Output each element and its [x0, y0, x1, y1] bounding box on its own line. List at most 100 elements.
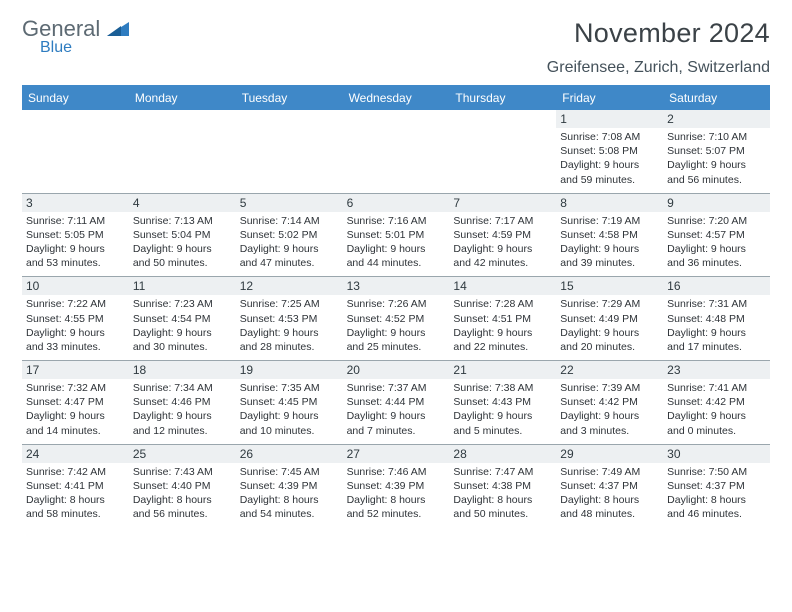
daylight-line: Daylight: 9 hours and 50 minutes.	[133, 242, 232, 270]
day-number: 13	[347, 279, 446, 293]
weekday-header: Saturday	[663, 87, 770, 110]
day-cell: 3Sunrise: 7:11 AMSunset: 5:05 PMDaylight…	[22, 193, 129, 277]
day-number-band: 28	[449, 444, 556, 463]
day-number: 12	[240, 279, 339, 293]
day-number: 7	[453, 196, 552, 210]
day-info: Sunrise: 7:32 AMSunset: 4:47 PMDaylight:…	[26, 381, 125, 438]
daylight-line: Daylight: 9 hours and 30 minutes.	[133, 326, 232, 354]
day-info: Sunrise: 7:13 AMSunset: 5:04 PMDaylight:…	[133, 214, 232, 271]
sunset-line: Sunset: 4:44 PM	[347, 395, 446, 409]
sunset-line: Sunset: 4:52 PM	[347, 312, 446, 326]
day-number: 20	[347, 363, 446, 377]
daylight-line: Daylight: 8 hours and 50 minutes.	[453, 493, 552, 521]
day-number-band: 1	[556, 110, 663, 128]
day-cell: 27 Sunrise: 7:46 AMSunset: 4:39 PMDayligh…	[343, 444, 450, 528]
logo-text-general: General	[22, 16, 100, 41]
day-cell: 20Sunrise: 7:37 AMSunset: 4:44 PMDayligh…	[343, 360, 450, 444]
day-number: 23	[667, 363, 766, 377]
calendar: Sunday Monday Tuesday Wednesday Thursday…	[22, 85, 770, 527]
day-number-band: 26	[236, 444, 343, 463]
sunset-line: Sunset: 5:02 PM	[240, 228, 339, 242]
logo-triangle-icon	[107, 20, 129, 41]
day-number-band: 11	[129, 276, 236, 295]
day-number-band: 24	[22, 444, 129, 463]
day-info: Sunrise: 7:47 AMSunset: 4:38 PMDaylight:…	[453, 465, 552, 522]
day-number: 5	[240, 196, 339, 210]
sunset-line: Sunset: 4:37 PM	[667, 479, 766, 493]
logo-text-blue: Blue	[40, 39, 129, 57]
day-number-band: 20	[343, 360, 450, 379]
day-number-band	[129, 110, 236, 114]
day-number-band: 17	[22, 360, 129, 379]
sunset-line: Sunset: 4:37 PM	[560, 479, 659, 493]
day-info: Sunrise: 7:14 AMSunset: 5:02 PMDaylight:…	[240, 214, 339, 271]
sunrise-line: Sunrise: 7:10 AM	[667, 130, 766, 144]
day-cell: 13 Sunrise: 7:26 AMSunset: 4:52 PMDayligh…	[343, 276, 450, 360]
day-cell: 7Sunrise: 7:17 AMSunset: 4:59 PMDaylight…	[449, 193, 556, 277]
day-info: Sunrise: 7:23 AMSunset: 4:54 PMDaylight:…	[133, 297, 232, 354]
day-number: 10	[26, 279, 125, 293]
sunrise-line: Sunrise: 7:35 AM	[240, 381, 339, 395]
day-number: 17	[26, 363, 125, 377]
weekday-header-row: Sunday Monday Tuesday Wednesday Thursday…	[22, 87, 770, 110]
day-info: Sunrise: 7:42 AMSunset: 4:41 PMDaylight:…	[26, 465, 125, 522]
day-number-band: 21	[449, 360, 556, 379]
day-cell: 23Sunrise: 7:41 AMSunset: 4:42 PMDayligh…	[663, 360, 770, 444]
day-number-band: 5	[236, 193, 343, 212]
daylight-line: Daylight: 9 hours and 28 minutes.	[240, 326, 339, 354]
sunset-line: Sunset: 4:39 PM	[347, 479, 446, 493]
day-number-band	[449, 110, 556, 114]
day-number: 28	[453, 447, 552, 461]
day-cell: 14Sunrise: 7:28 AMSunset: 4:51 PMDayligh…	[449, 276, 556, 360]
day-number-band: 19	[236, 360, 343, 379]
day-number: 27	[347, 447, 446, 461]
day-number: 11	[133, 279, 232, 293]
month-title: November 2024	[547, 18, 770, 49]
day-cell: 18Sunrise: 7:34 AMSunset: 4:46 PMDayligh…	[129, 360, 236, 444]
daylight-line: Daylight: 9 hours and 39 minutes.	[560, 242, 659, 270]
sunrise-line: Sunrise: 7:16 AM	[347, 214, 446, 228]
day-number-band	[22, 110, 129, 114]
day-cell: 15Sunrise: 7:29 AMSunset: 4:49 PMDayligh…	[556, 276, 663, 360]
weekday-header: Wednesday	[343, 87, 450, 110]
sunrise-line: Sunrise: 7:34 AM	[133, 381, 232, 395]
weekday-header: Sunday	[22, 87, 129, 110]
daylight-line: Daylight: 9 hours and 22 minutes.	[453, 326, 552, 354]
sunset-line: Sunset: 5:05 PM	[26, 228, 125, 242]
daylight-line: Daylight: 8 hours and 46 minutes.	[667, 493, 766, 521]
location: Greifensee, Zurich, Switzerland	[547, 59, 770, 77]
day-number-band: 29	[556, 444, 663, 463]
sunset-line: Sunset: 5:01 PM	[347, 228, 446, 242]
day-number-band: 4	[129, 193, 236, 212]
day-number-band	[343, 110, 450, 114]
sunrise-line: Sunrise: 7:17 AM	[453, 214, 552, 228]
daylight-line: Daylight: 9 hours and 17 minutes.	[667, 326, 766, 354]
day-info: Sunrise: 7:29 AMSunset: 4:49 PMDaylight:…	[560, 297, 659, 354]
sunrise-line: Sunrise: 7:22 AM	[26, 297, 125, 311]
daylight-line: Daylight: 9 hours and 20 minutes.	[560, 326, 659, 354]
sunrise-line: Sunrise: 7:25 AM	[240, 297, 339, 311]
day-number: 25	[133, 447, 232, 461]
day-cell: 22Sunrise: 7:39 AMSunset: 4:42 PMDayligh…	[556, 360, 663, 444]
day-cell: 30 Sunrise: 7:50 AMSunset: 4:37 PMDayligh…	[663, 444, 770, 528]
sunrise-line: Sunrise: 7:11 AM	[26, 214, 125, 228]
day-cell: 16Sunrise: 7:31 AMSunset: 4:48 PMDayligh…	[663, 276, 770, 360]
day-cell	[236, 110, 343, 193]
sunset-line: Sunset: 4:48 PM	[667, 312, 766, 326]
sunrise-line: Sunrise: 7:42 AM	[26, 465, 125, 479]
daylight-line: Daylight: 8 hours and 52 minutes.	[347, 493, 446, 521]
day-cell: 17 Sunrise: 7:32 AMSunset: 4:47 PMDayligh…	[22, 360, 129, 444]
day-number-band: 30	[663, 444, 770, 463]
sunrise-line: Sunrise: 7:23 AM	[133, 297, 232, 311]
sunset-line: Sunset: 4:53 PM	[240, 312, 339, 326]
daylight-line: Daylight: 9 hours and 5 minutes.	[453, 409, 552, 437]
day-number-band: 18	[129, 360, 236, 379]
day-info: Sunrise: 7:26 AMSunset: 4:52 PMDaylight:…	[347, 297, 446, 354]
day-info: Sunrise: 7:50 AMSunset: 4:37 PMDaylight:…	[667, 465, 766, 522]
day-number-band: 6	[343, 193, 450, 212]
daylight-line: Daylight: 9 hours and 0 minutes.	[667, 409, 766, 437]
day-info: Sunrise: 7:46 AMSunset: 4:39 PMDaylight:…	[347, 465, 446, 522]
sunrise-line: Sunrise: 7:39 AM	[560, 381, 659, 395]
daylight-line: Daylight: 9 hours and 47 minutes.	[240, 242, 339, 270]
sunset-line: Sunset: 4:38 PM	[453, 479, 552, 493]
